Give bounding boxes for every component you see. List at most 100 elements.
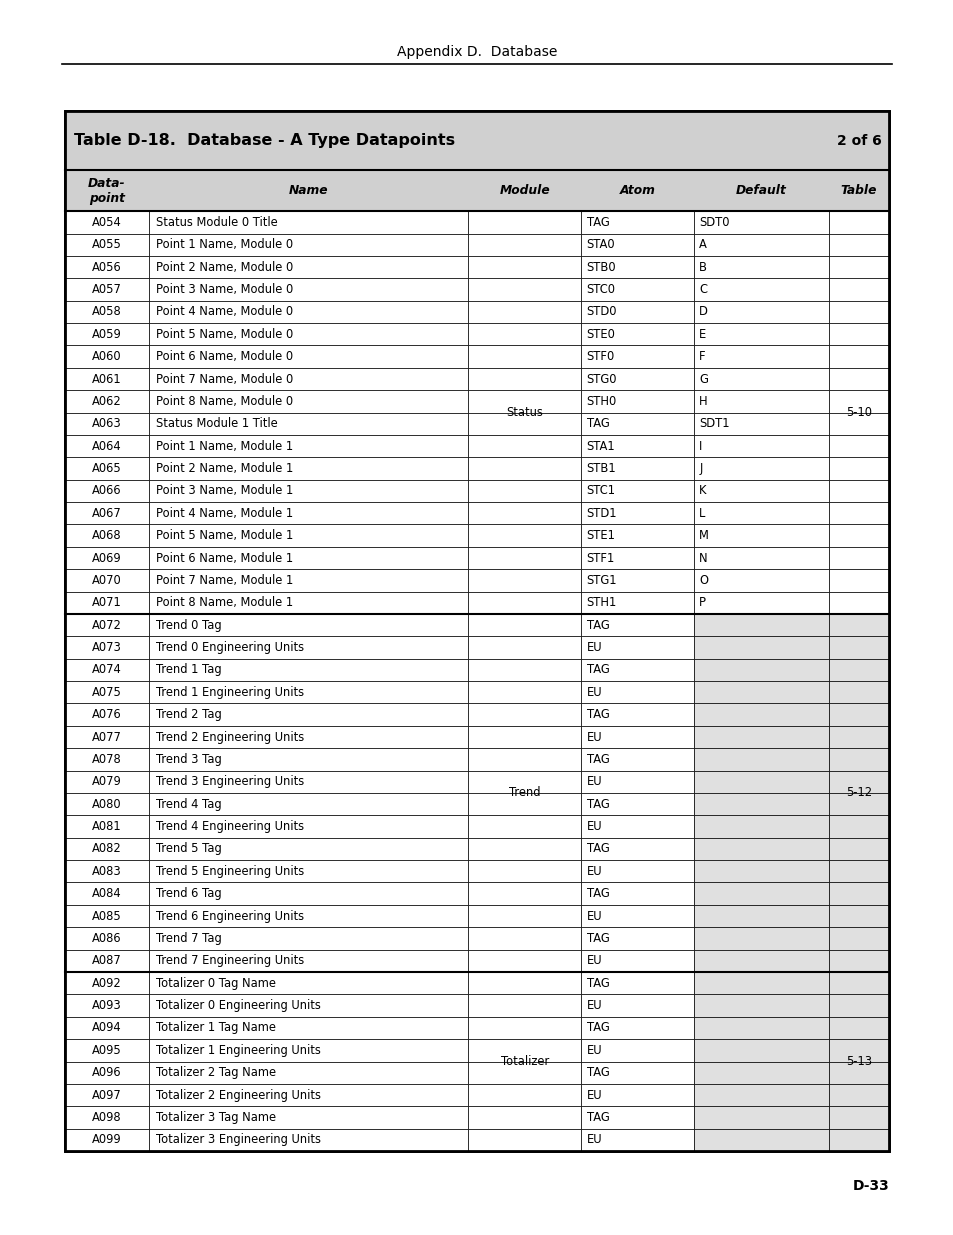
Bar [65,111,888,170]
Text: A098: A098 [91,1112,122,1124]
Bar [468,1016,580,1039]
Text: A: A [699,238,706,251]
Bar [468,860,580,883]
Text: Trend: Trend [508,787,540,799]
Bar [65,614,149,636]
Bar [468,390,580,412]
Bar [828,771,888,793]
Text: EU: EU [586,1134,601,1146]
Bar [65,658,149,682]
Text: Trend 5 Tag: Trend 5 Tag [155,842,221,856]
Text: TAG: TAG [586,619,609,631]
Text: A092: A092 [91,977,122,989]
Bar [149,1062,468,1084]
Text: Point 5 Name, Module 1: Point 5 Name, Module 1 [155,529,293,542]
Bar [828,704,888,726]
Bar [828,457,888,479]
Bar [65,111,888,1151]
Bar [468,256,580,278]
Text: A065: A065 [91,462,122,475]
Bar [65,1107,149,1129]
Bar [149,860,468,883]
Bar [828,300,888,324]
Text: TAG: TAG [586,1021,609,1035]
Bar [149,1107,468,1129]
Bar [65,412,149,435]
Bar [828,211,888,233]
Bar [468,726,580,748]
Bar [65,503,149,525]
Text: TAG: TAG [586,977,609,989]
Text: Trend 2 Engineering Units: Trend 2 Engineering Units [155,731,303,743]
Bar [580,614,693,636]
Bar [65,233,149,256]
Text: A083: A083 [91,864,122,878]
Text: STE1: STE1 [586,529,615,542]
Bar [828,435,888,457]
Bar [693,1129,828,1151]
Text: A074: A074 [91,663,122,677]
Bar [65,278,149,300]
Bar [693,994,828,1016]
Bar [693,614,828,636]
Bar [65,346,149,368]
Text: Trend 0 Tag: Trend 0 Tag [155,619,221,631]
Bar [468,569,580,592]
Bar [149,972,468,994]
Text: J: J [699,462,702,475]
Bar [828,837,888,860]
Bar [828,793,888,815]
Bar [468,994,580,1016]
Text: A094: A094 [91,1021,122,1035]
Bar [693,726,828,748]
Text: A086: A086 [91,932,122,945]
Text: M: M [699,529,708,542]
Text: Trend 1 Engineering Units: Trend 1 Engineering Units [155,685,303,699]
Bar [65,324,149,346]
Bar [828,726,888,748]
Bar [149,1129,468,1151]
Bar [65,1084,149,1107]
Bar [468,1107,580,1129]
Bar [65,525,149,547]
Bar [65,390,149,412]
Bar [468,1129,580,1151]
Bar [468,300,580,324]
Bar [580,748,693,771]
Text: Point 3 Name, Module 1: Point 3 Name, Module 1 [155,484,293,498]
Bar [468,1062,580,1084]
Bar [149,233,468,256]
Text: EU: EU [586,685,601,699]
Bar [468,636,580,658]
Text: A055: A055 [91,238,122,251]
Bar [468,704,580,726]
Bar [468,771,580,793]
Bar [149,1084,468,1107]
Bar [693,815,828,837]
Bar [693,1084,828,1107]
Text: TAG: TAG [586,1066,609,1079]
Bar [468,614,580,636]
Bar [65,726,149,748]
Bar [65,457,149,479]
Bar [828,927,888,950]
Bar [828,1084,888,1107]
Bar [65,256,149,278]
Text: A076: A076 [91,708,122,721]
Bar [828,1107,888,1129]
Text: TAG: TAG [586,216,609,228]
Bar [693,658,828,682]
Bar [580,300,693,324]
Bar [149,525,468,547]
Text: Trend 4 Tag: Trend 4 Tag [155,798,221,810]
Text: Trend 6 Tag: Trend 6 Tag [155,887,221,900]
Text: Trend 2 Tag: Trend 2 Tag [155,708,221,721]
Bar [693,390,828,412]
Text: TAG: TAG [586,663,609,677]
Text: Atom: Atom [618,184,655,198]
Text: N: N [699,552,707,564]
Text: A068: A068 [91,529,122,542]
Text: A064: A064 [91,440,122,453]
Text: D: D [699,305,707,319]
Bar [580,592,693,614]
